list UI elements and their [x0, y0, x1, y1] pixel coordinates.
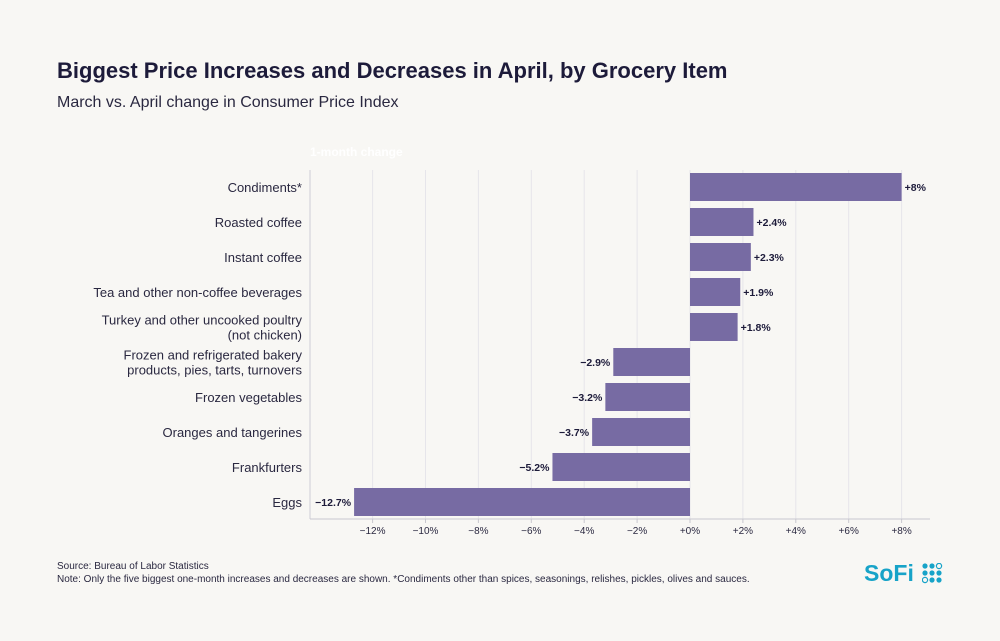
data-label: +1.9%	[743, 287, 774, 299]
sofi-logo: SoFi	[864, 560, 943, 587]
x-tick-label: +6%	[839, 526, 859, 537]
bar-9	[354, 488, 690, 516]
x-tick-label: +4%	[786, 526, 806, 537]
x-tick-label: +0%	[680, 526, 700, 537]
data-label: −5.2%	[519, 462, 550, 474]
x-tick-label: +8%	[891, 526, 911, 537]
category-label: (not chicken)	[228, 328, 302, 343]
bar-3	[690, 278, 741, 306]
bar-0	[690, 173, 902, 201]
data-label: −3.2%	[572, 392, 603, 404]
data-label: +2.3%	[754, 252, 785, 264]
data-label: +1.8%	[741, 322, 772, 334]
source-note: Source: Bureau of Labor Statistics	[57, 561, 209, 572]
bar-2	[690, 243, 751, 271]
data-label: +8%	[905, 182, 927, 194]
category-label: Frankfurters	[232, 460, 303, 475]
data-label: −2.9%	[580, 357, 611, 369]
bar-4	[690, 313, 738, 341]
x-tick-label: −8%	[468, 526, 488, 537]
category-label: Oranges and tangerines	[163, 425, 303, 440]
footnote: Note: Only the five biggest one-month in…	[57, 574, 750, 585]
bar-1	[690, 208, 754, 236]
category-label: Instant coffee	[224, 250, 302, 265]
category-label: Condiments*	[228, 180, 302, 195]
data-label: −12.7%	[315, 497, 352, 509]
x-tick-label: +2%	[733, 526, 753, 537]
category-label: Turkey and other uncooked poultry	[102, 313, 303, 328]
category-label: Eggs	[272, 495, 302, 510]
x-axis-title: 1-month change	[310, 145, 403, 159]
data-label: +2.4%	[756, 217, 787, 229]
chart-subtitle: March vs. April change in Consumer Price…	[57, 94, 399, 111]
logo-dots-icon	[922, 563, 943, 584]
bar-5	[613, 348, 690, 376]
x-tick-label: −10%	[413, 526, 439, 537]
category-label: Roasted coffee	[215, 215, 302, 230]
category-label: Tea and other non-coffee beverages	[93, 285, 302, 300]
bar-8	[552, 453, 690, 481]
logo-text: SoFi	[864, 560, 914, 586]
chart-title: Biggest Price Increases and Decreases in…	[57, 58, 728, 83]
x-tick-label: −4%	[574, 526, 594, 537]
x-tick-label: −6%	[521, 526, 541, 537]
x-tick-label: −2%	[627, 526, 647, 537]
category-label: Frozen vegetables	[195, 390, 302, 405]
x-tick-label: −12%	[360, 526, 386, 537]
category-label: Frozen and refrigerated bakery	[124, 348, 303, 363]
data-label: −3.7%	[559, 427, 590, 439]
category-label: products, pies, tarts, turnovers	[127, 363, 302, 378]
bar-6	[605, 383, 690, 411]
bar-7	[592, 418, 690, 446]
